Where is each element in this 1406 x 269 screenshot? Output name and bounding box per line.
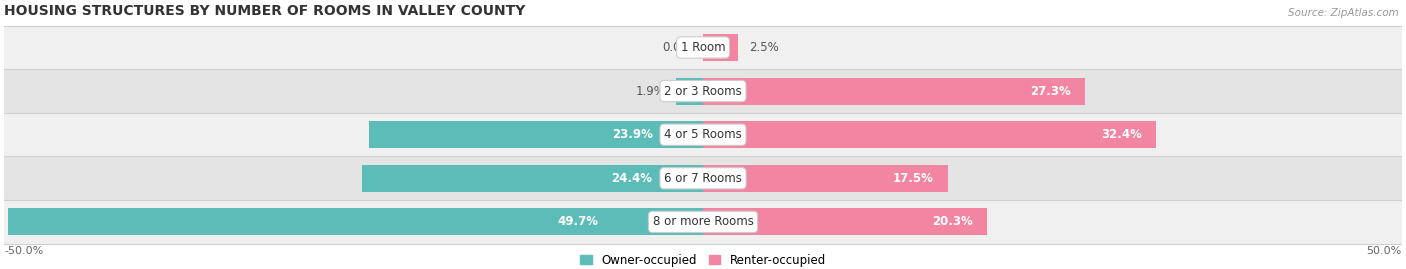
Bar: [8, 208, 703, 235]
Text: 4 or 5 Rooms: 4 or 5 Rooms: [664, 128, 742, 141]
Text: 27.3%: 27.3%: [1029, 84, 1070, 98]
Text: 20.3%: 20.3%: [932, 215, 973, 228]
Text: HOUSING STRUCTURES BY NUMBER OF ROOMS IN VALLEY COUNTY: HOUSING STRUCTURES BY NUMBER OF ROOMS IN…: [4, 4, 526, 18]
Bar: [4, 157, 1402, 200]
Text: 8 or more Rooms: 8 or more Rooms: [652, 215, 754, 228]
Text: 1.9%: 1.9%: [636, 84, 665, 98]
Text: -50.0%: -50.0%: [4, 246, 44, 256]
Bar: [703, 34, 738, 61]
Bar: [703, 121, 1156, 148]
Text: 2 or 3 Rooms: 2 or 3 Rooms: [664, 84, 742, 98]
Text: 2.5%: 2.5%: [749, 41, 779, 54]
Text: 49.7%: 49.7%: [558, 215, 599, 228]
Bar: [703, 208, 987, 235]
Bar: [368, 121, 703, 148]
Bar: [4, 69, 1402, 113]
Text: 50.0%: 50.0%: [1367, 246, 1402, 256]
Text: 1 Room: 1 Room: [681, 41, 725, 54]
Text: 32.4%: 32.4%: [1101, 128, 1142, 141]
Bar: [361, 165, 703, 192]
Bar: [703, 77, 1084, 105]
Text: 0.0%: 0.0%: [662, 41, 692, 54]
Bar: [703, 165, 948, 192]
Bar: [4, 200, 1402, 244]
Text: Source: ZipAtlas.com: Source: ZipAtlas.com: [1288, 8, 1399, 18]
Text: 6 or 7 Rooms: 6 or 7 Rooms: [664, 172, 742, 185]
Bar: [676, 77, 703, 105]
Text: 24.4%: 24.4%: [610, 172, 652, 185]
Bar: [4, 113, 1402, 157]
Text: 23.9%: 23.9%: [612, 128, 652, 141]
Legend: Owner-occupied, Renter-occupied: Owner-occupied, Renter-occupied: [579, 254, 827, 267]
Bar: [4, 26, 1402, 69]
Text: 17.5%: 17.5%: [893, 172, 934, 185]
